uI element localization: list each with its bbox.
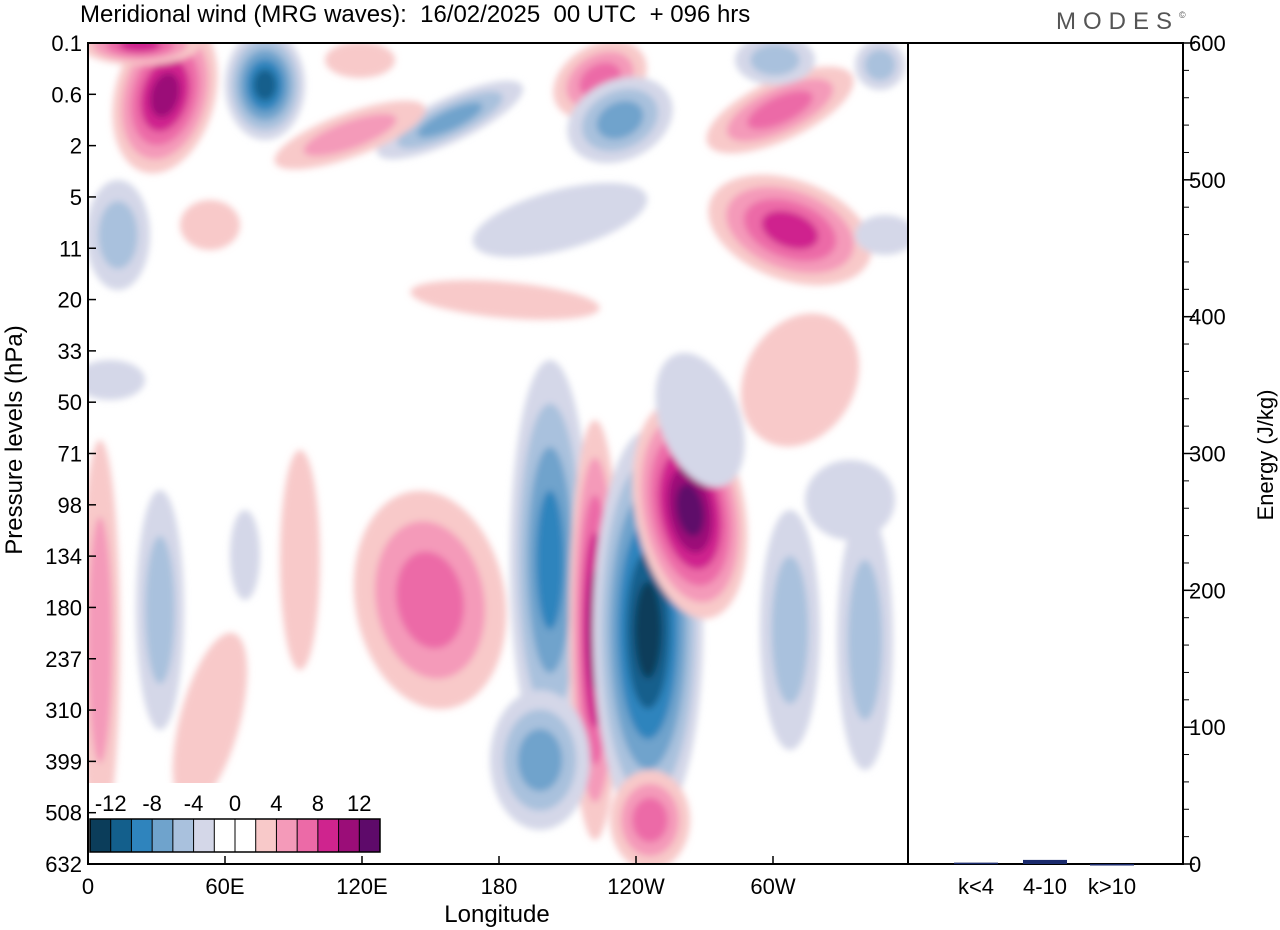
y-tick-label: 33 (58, 339, 82, 364)
colorbar-swatch (338, 819, 360, 852)
heatmap-field (88, 43, 908, 864)
y-axis-label: Pressure levels (hPa) (1, 325, 28, 554)
y-tick-label: 134 (45, 544, 82, 569)
energy-tick-label: 400 (1189, 305, 1226, 330)
y-tick-label: 20 (58, 288, 82, 313)
x-tick-label: 0 (82, 874, 94, 899)
y-tick-label: 11 (59, 236, 82, 261)
x-tick-label: 180 (481, 874, 518, 899)
x-axis: 0 60E 120E 180 120W 60W (82, 856, 796, 899)
colorbar-label: 0 (229, 791, 241, 816)
modes-logo: MODES© (1056, 8, 1186, 35)
energy-category-label: k<4 (958, 874, 994, 899)
y-tick-label: 399 (45, 749, 82, 774)
energy-tick-label: 0 (1189, 852, 1201, 877)
y-axis: 0.1 0.6 2 5 11 20 33 50 71 98 134 180 237 310 399 508 63… (45, 31, 96, 877)
energy-tick-label: 600 (1189, 31, 1226, 56)
colorbar-label: 8 (312, 791, 324, 816)
y-tick-label: 98 (58, 493, 82, 518)
colorbar-swatch (131, 819, 153, 852)
energy-category-label: k>10 (1088, 874, 1136, 899)
energy-tick-label: 200 (1189, 578, 1226, 603)
colorbar-swatch (110, 819, 132, 852)
y-tick-label: 71 (58, 442, 82, 467)
energy-axis: 0 100 200 300 400 500 600 (1183, 31, 1226, 877)
energy-bar (954, 862, 998, 865)
energy-tick-label: 100 (1189, 715, 1226, 740)
y-tick-label: 0.1 (51, 31, 82, 56)
colorbar-swatch (172, 819, 194, 852)
y-tick-label: 237 (45, 647, 82, 672)
x-tick-label: 60W (750, 874, 795, 899)
energy-bars: k<4 4-10 k>10 (954, 859, 1136, 899)
y-tick-label: 0.6 (51, 82, 82, 107)
colorbar-swatch (297, 819, 318, 852)
colorbar-swatch (359, 819, 380, 852)
colorbar-swatch (193, 819, 215, 852)
y-tick-label: 632 (45, 852, 82, 877)
colorbar-label: -8 (142, 791, 162, 816)
energy-frame (907, 42, 1184, 865)
colorbar-swatch (214, 819, 235, 852)
energy-bar (1023, 859, 1067, 864)
energy-tick-label: 300 (1189, 442, 1226, 467)
colorbar-swatch (90, 819, 111, 852)
y-tick-label: 508 (45, 801, 82, 826)
colorbar-swatch (235, 819, 256, 852)
colorbar-swatch (152, 819, 173, 852)
colorbar-swatch (317, 819, 339, 852)
energy-category-label: 4-10 (1023, 874, 1067, 899)
chart-title: Meridional wind (MRG waves): 16/02/2025 … (80, 1, 751, 28)
y-tick-label: 5 (70, 185, 82, 210)
y-tick-label: 310 (45, 698, 82, 723)
energy-bar (1090, 864, 1134, 866)
colorbar-label: 4 (270, 791, 282, 816)
colorbar-label: -12 (95, 791, 127, 816)
x-tick-label: 120E (336, 874, 387, 899)
x-axis-label: Longitude (444, 901, 549, 928)
energy-tick-label: 500 (1189, 168, 1226, 193)
colorbar: -12 -8 -4 0 4 8 12 (88, 783, 382, 854)
y-tick-label: 50 (58, 390, 82, 415)
colorbar-label: -4 (184, 791, 204, 816)
colorbar-swatch (276, 819, 298, 852)
y-tick-label: 180 (45, 595, 82, 620)
x-tick-label: 60E (205, 874, 244, 899)
colorbar-label: 12 (347, 791, 371, 816)
y-tick-label: 2 (70, 134, 82, 159)
energy-axis-label: Energy (J/kg) (1253, 390, 1278, 521)
colorbar-swatch (255, 819, 277, 852)
x-tick-label: 120W (607, 874, 665, 899)
